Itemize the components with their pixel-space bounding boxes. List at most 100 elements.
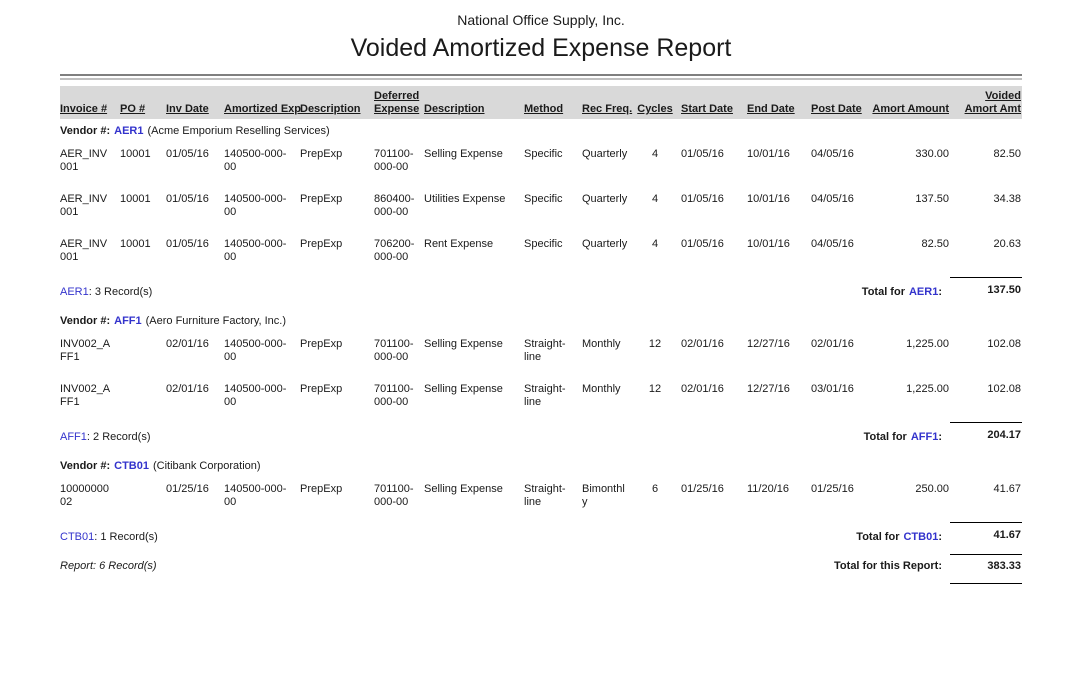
cell: 12/27/16 [747, 383, 790, 395]
cell: PrepExp [300, 383, 343, 395]
group-code-link[interactable]: AER1 [60, 286, 89, 298]
group-total-prefix: Total for [863, 431, 907, 443]
cell: Utilities Expense [424, 193, 506, 205]
table-header: Invoice # PO # Inv Date Amortized Exp Descri… [60, 86, 1022, 119]
column-header: End Date [747, 86, 811, 119]
column-header-label: Method [524, 103, 564, 115]
cell: 12 [648, 338, 662, 350]
cell: PrepExp [300, 483, 343, 495]
cell: Specific [524, 193, 563, 205]
cell: 02/01/16 [811, 338, 854, 350]
cell: 04/05/16 [811, 238, 854, 250]
vendor-code-link[interactable]: AER1 [114, 125, 144, 137]
column-header-label: Start Date [681, 103, 733, 115]
cell: 10/01/16 [747, 193, 790, 205]
cell: 34.38 [993, 193, 1021, 205]
cell: 137.50 [915, 193, 949, 205]
cell [120, 332, 166, 377]
cell: 140500-000-00 [224, 483, 287, 508]
cell: Rent Expense [424, 238, 494, 250]
cell: 4 [651, 193, 659, 205]
group-total-code-link[interactable]: AER1 [908, 286, 939, 298]
group-total-colon: : [938, 431, 942, 443]
cell: 140500-000-00 [224, 148, 287, 173]
cell: PrepExp [300, 238, 343, 250]
cell: Specific [524, 148, 563, 160]
cell: Quarterly [582, 238, 628, 250]
cell: 01/05/16 [681, 193, 724, 205]
cell: Selling Expense [424, 483, 503, 495]
group-total-label: Total for CTB01: [811, 522, 950, 554]
cell: 41.67 [993, 483, 1021, 495]
column-header: Amort Amount [871, 86, 950, 119]
cell: 01/25/16 [166, 483, 209, 495]
cell: INV002_AFF1 [60, 338, 111, 363]
vendor-label: Vendor #: [60, 315, 111, 327]
cell: 860400-000-00 [374, 193, 415, 218]
vendor-label: Vendor #: [60, 125, 111, 137]
column-header: Description [300, 86, 374, 119]
cell: 12 [648, 383, 662, 395]
group-code-link[interactable]: AFF1 [60, 431, 87, 443]
cell: Straight-line [524, 338, 566, 363]
vendor-code-link[interactable]: CTB01 [114, 460, 149, 472]
cell: 10/01/16 [747, 238, 790, 250]
column-header: Deferred Expense [374, 86, 424, 119]
group-footer-row: AFF1: 2 Record(s) Total for AFF1: 204.17 [60, 421, 1022, 454]
group-total-code-link[interactable]: CTB01 [903, 531, 939, 543]
vendor-name: (Aero Furniture Factory, Inc.) [145, 315, 287, 327]
cell: 01/25/16 [681, 483, 724, 495]
vendor-code-link[interactable]: AFF1 [114, 315, 142, 327]
column-header-label: Description [300, 103, 361, 115]
rule-light-line [60, 78, 1022, 80]
cell: 12/27/16 [747, 338, 790, 350]
cell: 10/01/16 [747, 148, 790, 160]
cell: 701100-000-00 [374, 338, 414, 363]
column-header-label: Description [424, 103, 485, 115]
column-header-label: PO # [120, 103, 146, 115]
column-header: Post Date [811, 86, 871, 119]
cell: 01/05/16 [166, 148, 209, 160]
group-code-link[interactable]: CTB01 [60, 531, 95, 543]
cell: 4 [651, 238, 659, 250]
cell: Monthly [582, 383, 621, 395]
vendor-header: Vendor #: AER1 (Acme Emporium Reselling Se… [60, 119, 1022, 142]
cell: 11/20/16 [747, 483, 790, 495]
group-record-text: : 1 Record(s) [94, 531, 158, 543]
group-total-value: 204.17 [950, 421, 1022, 454]
cell: 01/25/16 [811, 483, 854, 495]
column-header-label: Invoice # [60, 103, 108, 115]
column-header-label: Cycles [637, 103, 673, 115]
cell: 10001 [120, 193, 151, 205]
group-total-value: 41.67 [950, 521, 1022, 554]
group-total-label: Total for AFF1: [811, 422, 950, 454]
column-header: Rec Freq. [582, 86, 637, 119]
cell: 01/05/16 [681, 238, 724, 250]
group-total-colon: : [938, 286, 942, 298]
report-table: Invoice # PO # Inv Date Amortized Exp Descri… [60, 86, 1022, 584]
cell: Quarterly [582, 148, 628, 160]
company-name: National Office Supply, Inc. [457, 12, 625, 28]
group-total-code-link[interactable]: AFF1 [910, 431, 939, 443]
cell: 102.08 [987, 383, 1021, 395]
group-total-colon: : [938, 531, 942, 543]
page-title: Voided Amortized Expense Report [350, 34, 732, 62]
table-row: AER_INV001 10001 01/05/16 140500-000-00 Prep… [60, 232, 1022, 277]
column-header: Invoice # [60, 86, 120, 119]
cell: 02/01/16 [681, 383, 724, 395]
cell: Straight-line [524, 383, 566, 408]
group-record-count: AER1: 3 Record(s) [60, 277, 811, 309]
cell: 140500-000-00 [224, 338, 287, 363]
header-double-rule [60, 74, 1022, 80]
table-row: INV002_AFF1 02/01/16 140500-000-00 PrepExp 7… [60, 332, 1022, 377]
cell: AER_INV001 [60, 238, 108, 263]
column-header-label: Amort Amount [872, 103, 949, 115]
cell: 03/01/16 [811, 383, 854, 395]
cell: Bimonthly [582, 483, 625, 508]
column-header-label: Amortized Exp [224, 103, 302, 115]
group-total-value: 137.50 [950, 276, 1022, 309]
group-footer-row: AER1: 3 Record(s) Total for AER1: 137.50 [60, 276, 1022, 309]
vendor-header: Vendor #: CTB01 (Citibank Corporation) [60, 454, 1022, 477]
column-header: Cycles [637, 86, 681, 119]
column-header-label: Post Date [811, 103, 862, 115]
